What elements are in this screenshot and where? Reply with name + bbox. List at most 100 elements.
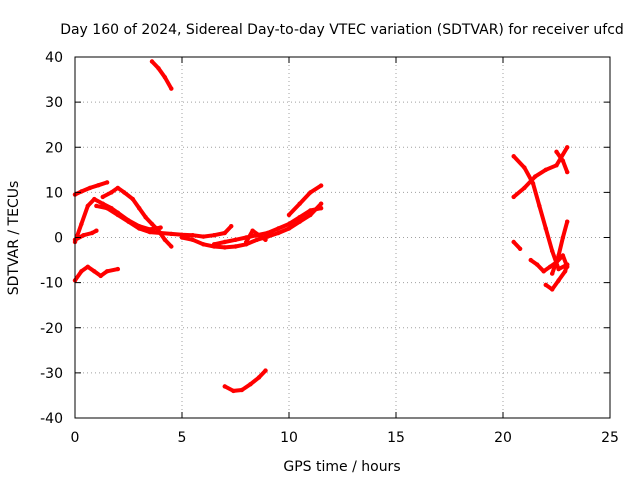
data-point: [547, 264, 553, 269]
data-series: [72, 59, 570, 394]
data-point: [100, 194, 106, 200]
data-point: [308, 212, 313, 218]
axes: 0 5 10 15 20 25 -40 -30 -20 -10 0 10 20 30 40: [40, 50, 619, 446]
data-point: [554, 163, 559, 168]
y-tick-label: -10: [40, 276, 63, 292]
data-point: [522, 165, 527, 170]
data-point: [543, 167, 548, 172]
series-s7: [180, 201, 324, 250]
x-tick-label: 20: [494, 430, 512, 446]
data-point: [556, 278, 561, 283]
data-point: [286, 226, 292, 231]
series-s11: [150, 59, 174, 91]
data-point: [149, 59, 155, 64]
data-point: [297, 219, 302, 224]
data-point: [308, 190, 313, 195]
data-point: [156, 66, 161, 71]
y-tick-label: 0: [54, 231, 63, 247]
data-point: [81, 233, 86, 238]
data-point: [263, 237, 268, 242]
data-point: [276, 226, 281, 231]
data-point: [211, 242, 217, 247]
data-point: [137, 206, 142, 211]
data-point: [179, 235, 185, 240]
data-point: [250, 228, 255, 233]
data-point: [87, 185, 93, 191]
data-point: [229, 224, 234, 229]
data-point: [104, 269, 110, 274]
data-point: [286, 212, 292, 218]
data-point: [115, 185, 121, 191]
data-point: [517, 246, 523, 251]
data-point: [137, 226, 142, 231]
data-point: [92, 196, 97, 202]
data-point: [201, 242, 206, 247]
series-s5: [100, 185, 174, 249]
x-tick-label: 25: [601, 430, 619, 446]
data-point: [104, 206, 110, 211]
data-point: [244, 239, 249, 245]
data-point: [85, 203, 91, 209]
series-s13: [511, 145, 570, 199]
data-point: [79, 221, 84, 227]
data-point: [565, 262, 570, 267]
data-point: [169, 244, 174, 249]
data-point: [297, 215, 302, 220]
data-point: [532, 174, 538, 179]
data-point: [565, 169, 570, 175]
x-tick-label: 0: [71, 430, 80, 446]
series-s10: [287, 183, 324, 217]
data-point: [265, 234, 270, 239]
data-point: [96, 183, 101, 188]
data-point: [211, 233, 217, 238]
y-tick-label: -30: [40, 366, 63, 382]
data-point: [149, 221, 155, 227]
y-axis-title: SDTVAR / TECUs: [6, 181, 22, 296]
y-tick-label: 10: [45, 185, 63, 201]
data-point: [222, 245, 227, 250]
series-s14: [511, 154, 570, 272]
data-point: [89, 230, 95, 236]
data-point: [254, 237, 260, 242]
data-point: [115, 212, 121, 218]
data-point: [318, 183, 324, 188]
data-point: [222, 384, 227, 389]
data-point: [233, 237, 238, 242]
data-point: [565, 145, 570, 150]
data-point: [190, 233, 195, 238]
data-point: [560, 253, 566, 258]
x-axis-title: GPS time / hours: [283, 459, 400, 475]
data-point: [222, 239, 227, 245]
data-point: [130, 196, 135, 202]
data-point: [537, 203, 542, 209]
y-tick-label: -20: [40, 321, 63, 337]
y-tick-label: 20: [45, 140, 63, 156]
data-point: [162, 237, 168, 242]
data-point: [522, 185, 527, 191]
data-point: [222, 230, 227, 236]
data-point: [560, 158, 566, 163]
data-point: [147, 229, 153, 235]
data-point: [122, 190, 127, 195]
data-point: [541, 269, 546, 274]
data-point: [286, 221, 292, 227]
data-point: [550, 287, 555, 292]
data-point: [556, 253, 561, 258]
data-point: [265, 230, 270, 236]
data-point: [263, 368, 268, 373]
y-tick-label: 30: [45, 95, 63, 111]
data-point: [543, 226, 548, 231]
data-point: [231, 388, 236, 394]
data-point: [109, 190, 114, 195]
data-point: [94, 228, 99, 233]
data-point: [556, 266, 561, 272]
data-point: [92, 269, 97, 274]
series-s9: [244, 228, 268, 244]
data-point: [560, 235, 566, 240]
series-s19: [550, 219, 570, 276]
x-tick-label: 10: [280, 430, 298, 446]
data-point: [562, 269, 568, 274]
series-s4: [73, 264, 120, 283]
data-point: [162, 75, 168, 80]
